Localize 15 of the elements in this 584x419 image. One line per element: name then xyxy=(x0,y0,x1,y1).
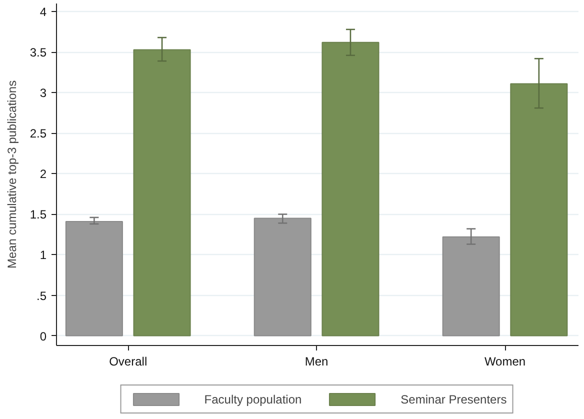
x-tick-label: Men xyxy=(304,354,328,368)
x-tick-label: Overall xyxy=(109,354,148,368)
y-tick-label: 1.5 xyxy=(30,208,47,222)
y-tick-label: 3 xyxy=(40,86,47,100)
y-tick-label: .5 xyxy=(36,288,47,303)
y-tick-label: 0 xyxy=(40,329,47,344)
y-tick-label: 1 xyxy=(40,248,47,262)
y-tick-label: 4 xyxy=(40,5,47,20)
y-axis-title: Mean cumulative top-3 publications xyxy=(4,80,19,269)
x-tick-label: Women xyxy=(484,354,526,368)
y-tick-label: 2.5 xyxy=(30,126,47,141)
y-tick-label: 2 xyxy=(40,167,47,182)
legend-label: Faculty population xyxy=(204,392,302,406)
legend-label: Seminar Presenters xyxy=(400,392,507,406)
y-tick-label: 3.5 xyxy=(30,46,47,60)
